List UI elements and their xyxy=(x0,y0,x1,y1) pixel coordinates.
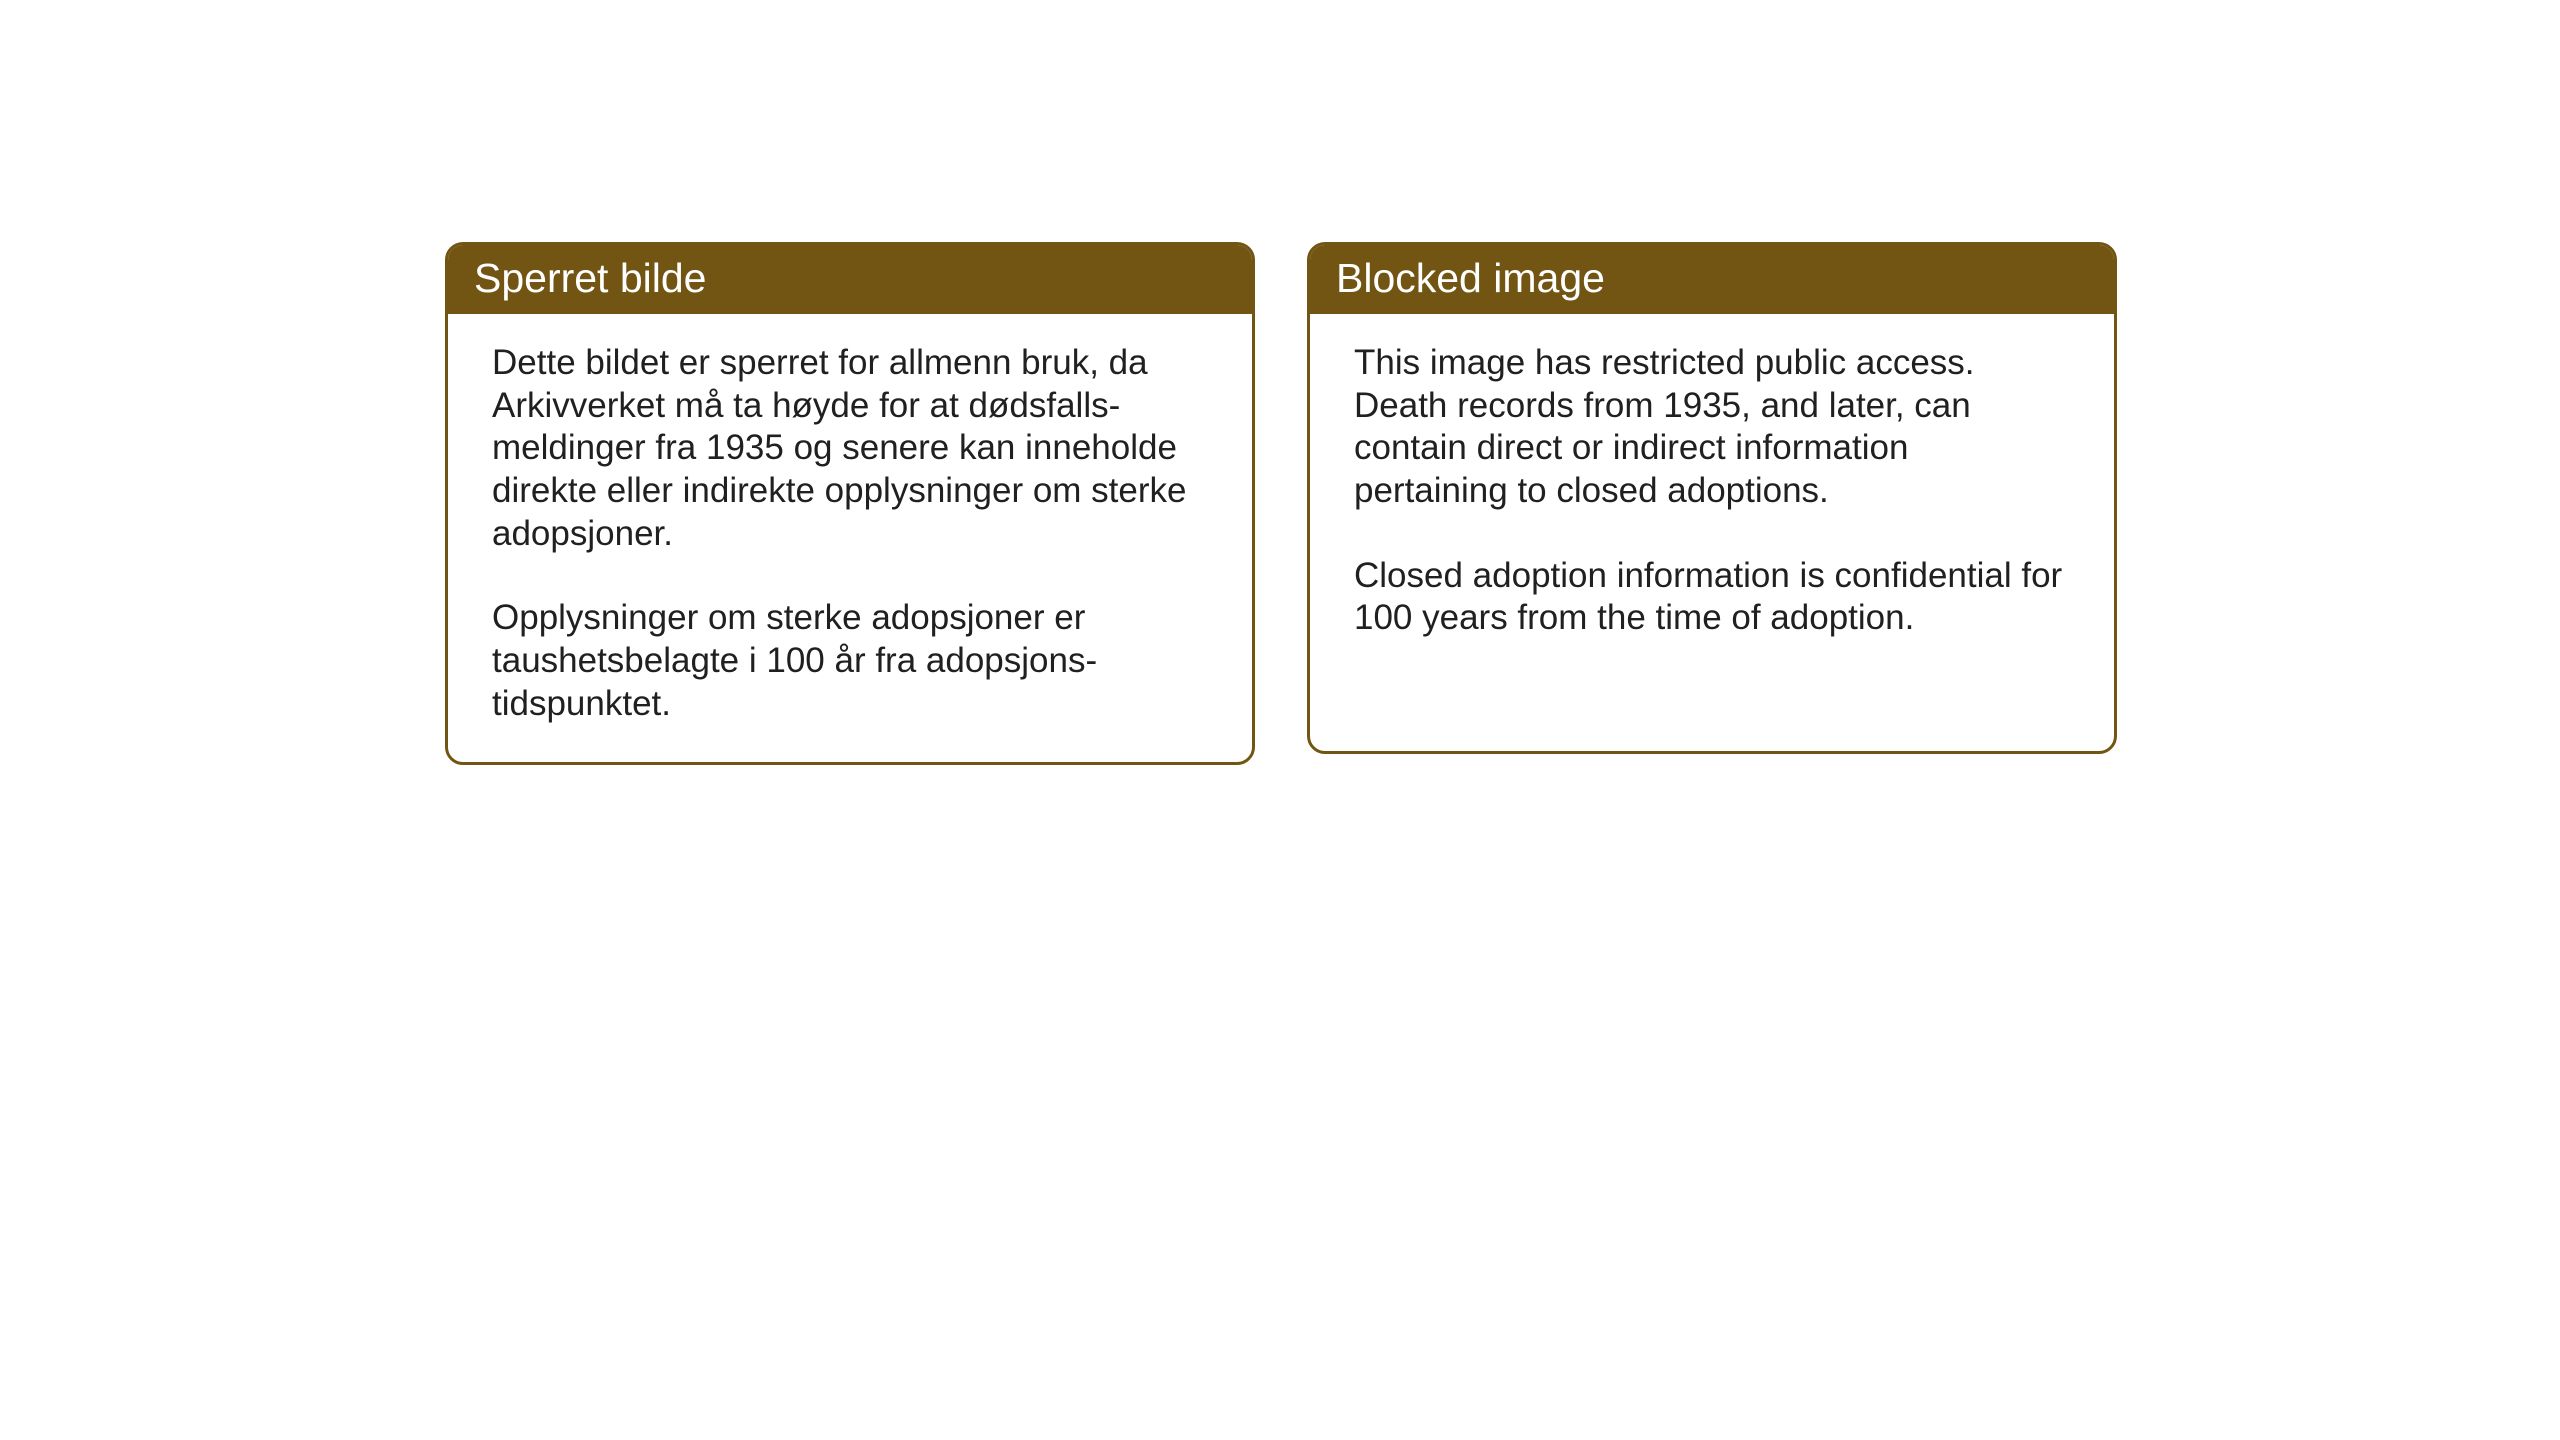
card-header-english: Blocked image xyxy=(1310,245,2114,314)
notice-card-english: Blocked image This image has restricted … xyxy=(1307,242,2117,754)
card-body-norwegian: Dette bildet er sperret for allmenn bruk… xyxy=(448,314,1252,762)
card-header-norwegian: Sperret bilde xyxy=(448,245,1252,314)
card-body-english: This image has restricted public access.… xyxy=(1310,314,2114,676)
notice-cards-container: Sperret bilde Dette bildet er sperret fo… xyxy=(445,242,2117,765)
notice-card-norwegian: Sperret bilde Dette bildet er sperret fo… xyxy=(445,242,1255,765)
card-paragraph-1-english: This image has restricted public access.… xyxy=(1354,342,2070,513)
card-paragraph-1-norwegian: Dette bildet er sperret for allmenn bruk… xyxy=(492,342,1208,555)
card-paragraph-2-english: Closed adoption information is confident… xyxy=(1354,555,2070,640)
card-paragraph-2-norwegian: Opplysninger om sterke adopsjoner er tau… xyxy=(492,597,1208,725)
